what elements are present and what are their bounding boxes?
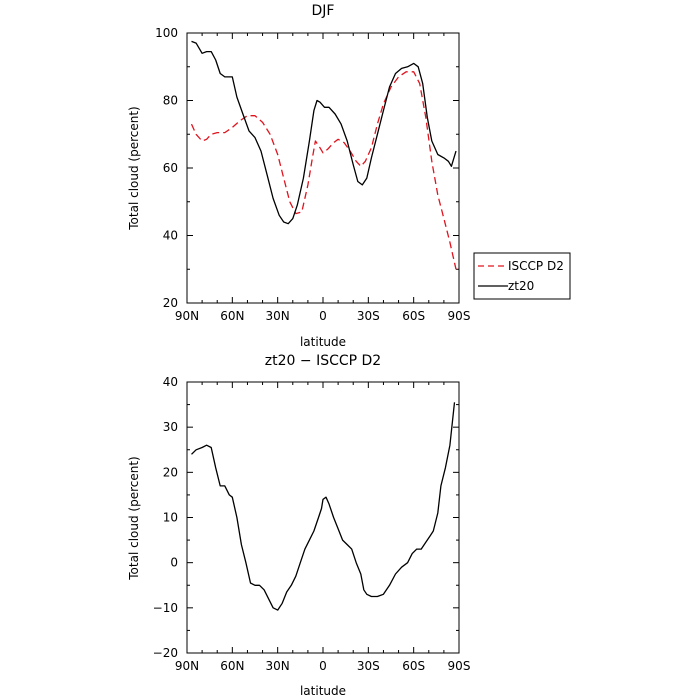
top-x-tick-label: 60S <box>402 309 425 323</box>
top-x-tick-label: 60N <box>220 309 244 323</box>
top-x-tick-label: 90S <box>448 309 471 323</box>
bottom-chart-title: zt20 − ISCCP D2 <box>265 353 381 369</box>
bottom-y-tick-label: 0 <box>170 556 178 570</box>
top-legend: ISCCP D2 zt20 <box>473 252 571 300</box>
bottom-y-tick-label: −20 <box>153 646 178 660</box>
bottom-y-axis-label: Total cloud (percent) <box>127 456 141 580</box>
top-panel: DJF Total cloud (percent) latitude 90N 60… <box>127 3 571 349</box>
legend-label-isccp-d2: ISCCP D2 <box>508 259 564 273</box>
bottom-series-line-difference-0 <box>191 402 456 611</box>
top-x-tick-label: 30S <box>357 309 380 323</box>
top-x-axis-label: latitude <box>300 335 346 349</box>
bottom-y-tick-label: −10 <box>153 601 178 615</box>
top-x-tick-label: 0 <box>319 309 327 323</box>
top-y-axis-label: Total cloud (percent) <box>127 106 141 230</box>
bottom-y-tick-label: 10 <box>163 511 178 525</box>
bottom-x-axis-label: latitude <box>300 684 346 698</box>
bottom-y-tick-label: 20 <box>163 465 178 479</box>
bottom-x-tick-label: 60S <box>402 659 425 673</box>
top-plot-frame <box>186 32 460 304</box>
legend-box <box>473 252 571 300</box>
top-plot-area: 90N 60N 30N 0 30S 60S 90S 20 40 60 80 100 <box>155 26 470 323</box>
bottom-x-tick-label: 0 <box>319 659 327 673</box>
bottom-x-tick-label: 30S <box>357 659 380 673</box>
bottom-x-tick-label: 90S <box>448 659 471 673</box>
bottom-plot-frame <box>186 381 460 654</box>
bottom-plot-area: 90N 60N 30N 0 30S 60S 90S −20 −10 0 10 20 30 40 <box>153 375 471 673</box>
bottom-x-tick-label: 30N <box>266 659 290 673</box>
bottom-x-tick-label: 90N <box>175 659 199 673</box>
top-chart-title: DJF <box>312 3 335 19</box>
legend-label-zt20: zt20 <box>508 279 534 293</box>
top-x-tick-label: 90N <box>175 309 199 323</box>
top-series-line-isccp-d2 <box>190 71 457 270</box>
top-y-tick-label: 100 <box>155 26 178 40</box>
bottom-y-tick-label: 40 <box>163 375 178 389</box>
top-y-tick-label: 80 <box>163 94 178 108</box>
top-y-tick-label: 20 <box>163 296 178 310</box>
top-x-tick-label: 30N <box>266 309 290 323</box>
bottom-panel: zt20 − ISCCP D2 Total cloud (percent) la… <box>127 353 470 698</box>
bottom-y-tick-label: 30 <box>163 420 178 434</box>
top-y-tick-label: 40 <box>163 229 178 243</box>
top-y-tick-label: 60 <box>163 161 178 175</box>
bottom-x-tick-label: 60N <box>220 659 244 673</box>
top-series-line-zt20 <box>191 40 457 225</box>
